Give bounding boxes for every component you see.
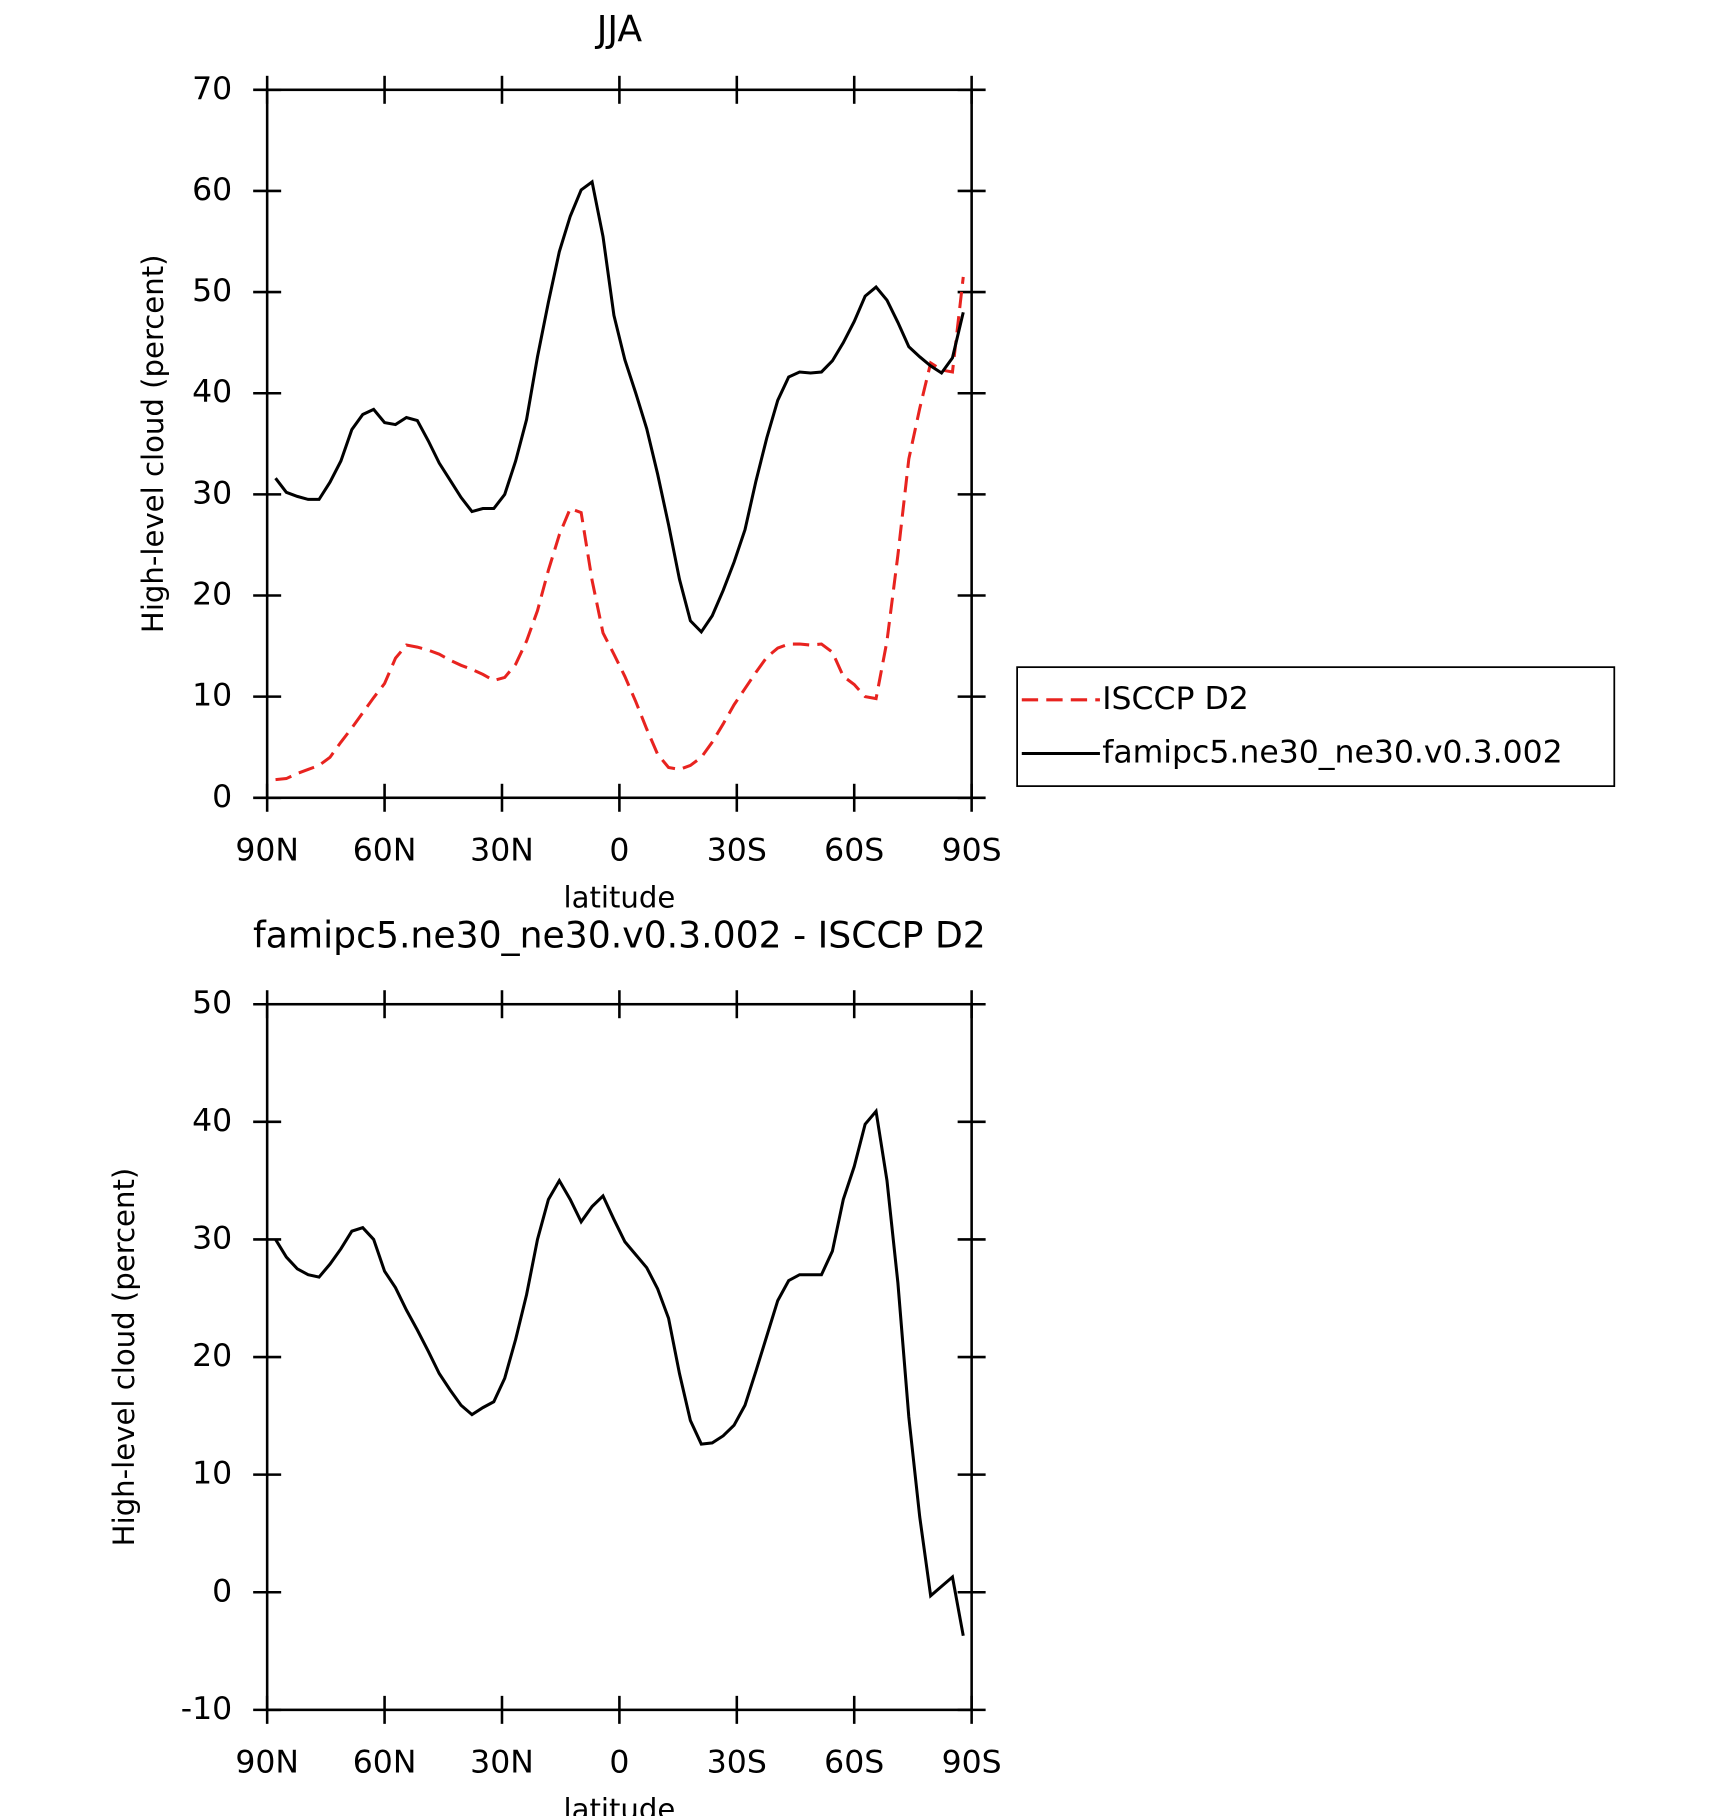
data-line (274, 179, 965, 635)
y-tick-label: 30 (192, 475, 232, 511)
x-tick-label: 30S (707, 1745, 767, 1781)
y-tick-label: 30 (192, 1220, 232, 1256)
data-line (275, 276, 965, 782)
x-tick-label: 30N (470, 832, 534, 868)
x-tick-label: 90S (942, 1745, 1002, 1781)
y-tick-label: 60 (192, 172, 232, 208)
legend-label: famipc5.ne30_ne30.v0.3.002 (1102, 734, 1562, 770)
x-tick-label: 90S (942, 832, 1002, 868)
y-tick-label: 70 (192, 71, 232, 107)
x-tick-label: 90N (235, 832, 299, 868)
y-tick-label: 0 (212, 1573, 232, 1609)
y-tick-label: 50 (192, 985, 232, 1021)
legend-label: ISCCP D2 (1102, 681, 1249, 717)
y-tick-label: 50 (192, 273, 232, 309)
legend-box (1016, 666, 1616, 787)
y-tick-label: 10 (192, 1456, 232, 1492)
x-tick-label: 60S (824, 832, 884, 868)
y-axis-label: High-level cloud (percent) (107, 1168, 141, 1547)
x-tick-label: 30S (707, 832, 767, 868)
y-tick-label: 20 (192, 577, 232, 613)
y-tick-label: 20 (192, 1338, 232, 1374)
data-line (274, 1107, 965, 1637)
y-tick-label: -10 (181, 1691, 232, 1727)
x-tick-label: 60N (353, 1745, 417, 1781)
y-tick-label: 40 (192, 374, 232, 410)
x-tick-label: 0 (609, 1745, 629, 1781)
x-tick-label: 60S (824, 1745, 884, 1781)
x-tick-label: 90N (235, 1745, 299, 1781)
chart-title: famipc5.ne30_ne30.v0.3.002 - ISCCP D2 (253, 914, 986, 957)
plot-frame (265, 88, 973, 800)
y-tick-label: 40 (192, 1103, 232, 1139)
y-axis-label: High-level cloud (percent) (136, 255, 170, 634)
x-axis-label: latitude (563, 1792, 675, 1816)
chart-title: JJA (595, 7, 643, 50)
y-tick-label: 0 (212, 779, 232, 815)
plot-frame (265, 1002, 973, 1712)
x-tick-label: 0 (609, 832, 629, 868)
y-tick-label: 10 (192, 678, 232, 714)
x-tick-label: 60N (353, 832, 417, 868)
x-axis-label: latitude (563, 880, 675, 914)
x-tick-label: 30N (470, 1745, 534, 1781)
